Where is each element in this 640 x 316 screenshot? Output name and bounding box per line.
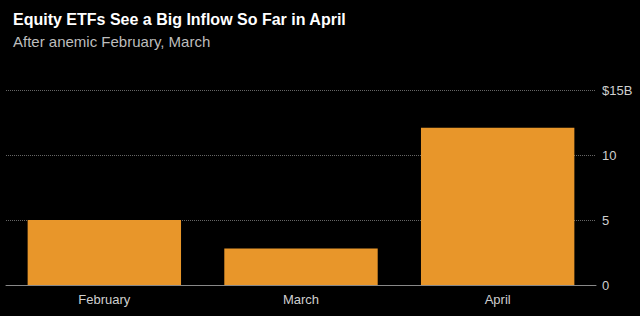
svg-text:After anemic February, March: After anemic February, March bbox=[13, 33, 210, 50]
svg-text:0: 0 bbox=[602, 278, 609, 293]
svg-text:10: 10 bbox=[602, 148, 616, 163]
svg-text:March: March bbox=[283, 292, 319, 307]
svg-text:$15B: $15B bbox=[602, 83, 632, 98]
svg-text:Equity ETFs See a Big Inflow S: Equity ETFs See a Big Inflow So Far in A… bbox=[13, 11, 346, 28]
svg-text:April: April bbox=[485, 292, 511, 307]
svg-text:February: February bbox=[78, 292, 131, 307]
svg-text:5: 5 bbox=[602, 213, 609, 228]
